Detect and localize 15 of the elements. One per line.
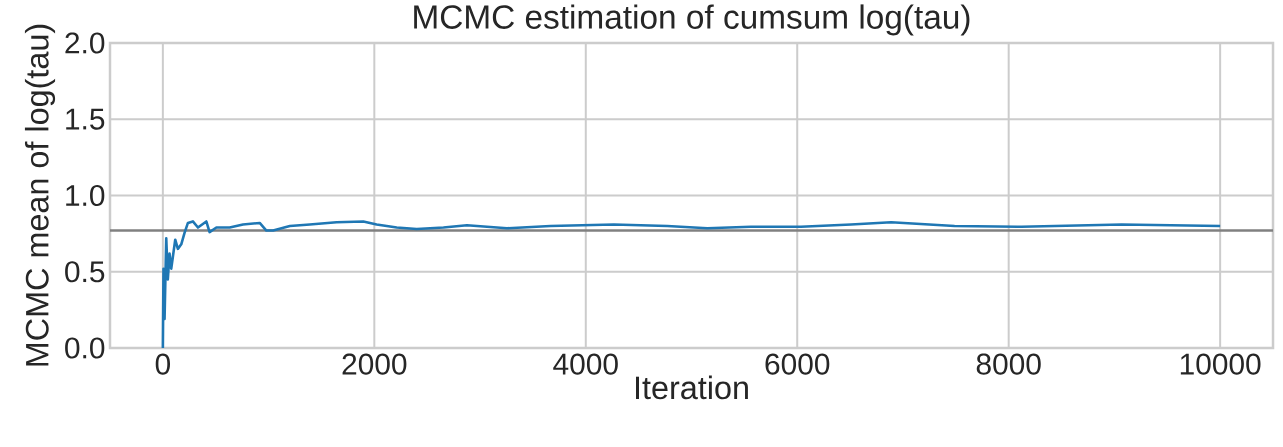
- chart-title: MCMC estimation of cumsum log(tau): [414, 4, 970, 36]
- x-tick-label: 6000: [765, 353, 830, 375]
- x-tick-label: 0: [155, 353, 171, 375]
- y-axis-title: MCMC mean of log(tau): [24, 24, 56, 366]
- x-tick-label: 2000: [342, 353, 407, 375]
- x-tick-label: 10000: [1180, 353, 1261, 375]
- x-tick-label: 4000: [553, 353, 618, 375]
- y-tick-label: 2.0: [65, 32, 105, 54]
- y-tick-label: 0.5: [65, 261, 105, 283]
- x-tick-label: 8000: [976, 353, 1041, 375]
- line-series: [161, 220, 1222, 350]
- y-tick-label: 1.5: [66, 108, 105, 130]
- y-tick-label: 0.0: [65, 337, 105, 359]
- y-tick-label: 1.0: [66, 184, 105, 207]
- x-axis-title: Iteration: [635, 375, 748, 400]
